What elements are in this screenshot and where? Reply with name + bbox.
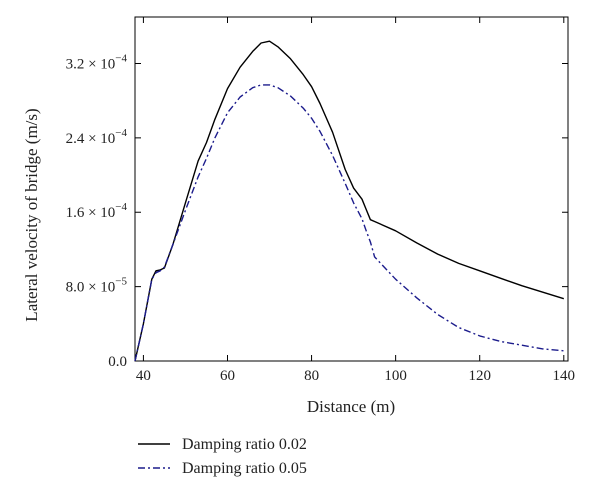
plot-border: [134, 16, 569, 362]
x-tick-label: 80: [304, 368, 319, 384]
y-axis-title: Lateral velocity of bridge (m/s): [22, 108, 41, 321]
x-tick-label: 100: [384, 368, 407, 384]
plot-frame: [134, 16, 569, 362]
series-line-1: [134, 40, 565, 362]
legend: Damping ratio 0.02 Damping ratio 0.05: [138, 436, 307, 477]
series-lines: [134, 40, 565, 362]
x-axis-title: Distance (m): [307, 397, 395, 416]
x-axis: 40 60 80 100 120 140: [136, 17, 575, 384]
legend-label-series-1: Damping ratio 0.02: [182, 436, 307, 453]
y-tick-label: 1.6 × 10−4: [66, 201, 128, 221]
x-tick-label: 120: [468, 368, 491, 384]
x-tick-label: 40: [136, 368, 151, 384]
y-tick-label: 3.2 × 10−4: [66, 52, 128, 72]
x-tick-label: 140: [553, 368, 576, 384]
y-tick-label: 2.4 × 10−4: [66, 127, 128, 147]
y-tick-label: 8.0 × 10−5: [66, 276, 128, 296]
series-line-2: [134, 84, 564, 362]
x-tick-label: 60: [220, 368, 235, 384]
y-axis: 0.0 8.0 × 10−5 1.6 × 10−4 2.4 × 10−4 3.2 × 1…: [66, 52, 568, 370]
y-tick-label: 0.0: [108, 354, 127, 370]
legend-label-series-2: Damping ratio 0.05: [182, 460, 307, 477]
